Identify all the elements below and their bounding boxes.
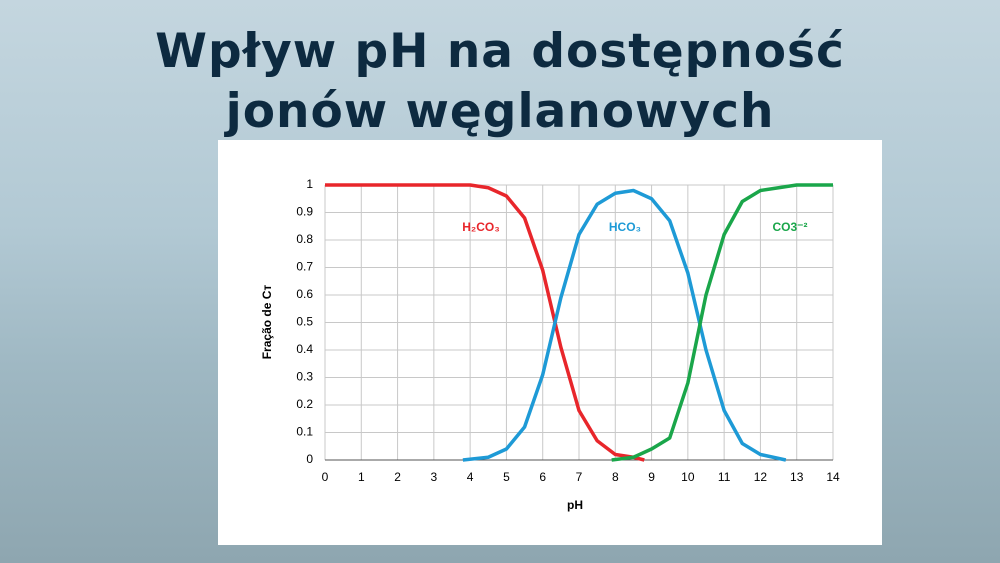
x-tick-label: 2 [394,470,401,484]
y-tick-label: 0.7 [296,260,313,274]
x-tick-label: 1 [358,470,365,484]
y-tick-label: 0.5 [296,315,313,329]
x-tick-label: 7 [576,470,583,484]
y-tick-label: 0.9 [296,205,313,219]
y-tick-label: 0 [306,452,313,466]
x-tick-label: 13 [790,470,804,484]
x-tick-label: 14 [826,470,840,484]
x-axis-label: pH [567,498,583,512]
y-tick-label: 0.4 [296,342,313,356]
x-tick-label: 8 [612,470,619,484]
y-tick-label: 1 [306,177,313,191]
x-tick-label: 3 [431,470,438,484]
series-label: HCO₃ [609,220,641,234]
y-tick-label: 0.8 [296,232,313,246]
y-tick-label: 0.2 [296,397,313,411]
y-tick-label: 0.6 [296,287,313,301]
y-tick-label: 0.3 [296,370,313,384]
x-tick-label: 5 [503,470,510,484]
x-tick-label: 12 [754,470,768,484]
chart-panel: pH Fração de Cᴛ 0 0.1 0.2 0.3 0.4 0.5 0.6 0.7 0.… [218,140,882,545]
x-tick-label: 4 [467,470,474,484]
slide-title: Wpływ pH na dostępność jonów węglanowych [0,22,1000,142]
x-tick-label: 6 [539,470,546,484]
chart: pH Fração de Cᴛ 0 0.1 0.2 0.3 0.4 0.5 0.6 0.7 0.… [260,177,840,512]
title-line: jonów węglanowych [225,84,775,139]
x-tick-label: 0 [322,470,329,484]
x-tick-label: 9 [648,470,655,484]
series-line [462,188,787,462]
series-label: CO3⁻² [772,220,807,234]
x-tick-label: 10 [681,470,695,484]
series-line [325,183,645,462]
title-line: Wpływ pH na dostępność [155,24,845,79]
y-tick-label: 0.1 [296,425,313,439]
x-tick-label: 11 [718,470,731,484]
series-line [611,183,833,462]
series-label: H₂CO₃ [462,220,500,234]
y-axis-label: Fração de Cᴛ [260,285,274,360]
